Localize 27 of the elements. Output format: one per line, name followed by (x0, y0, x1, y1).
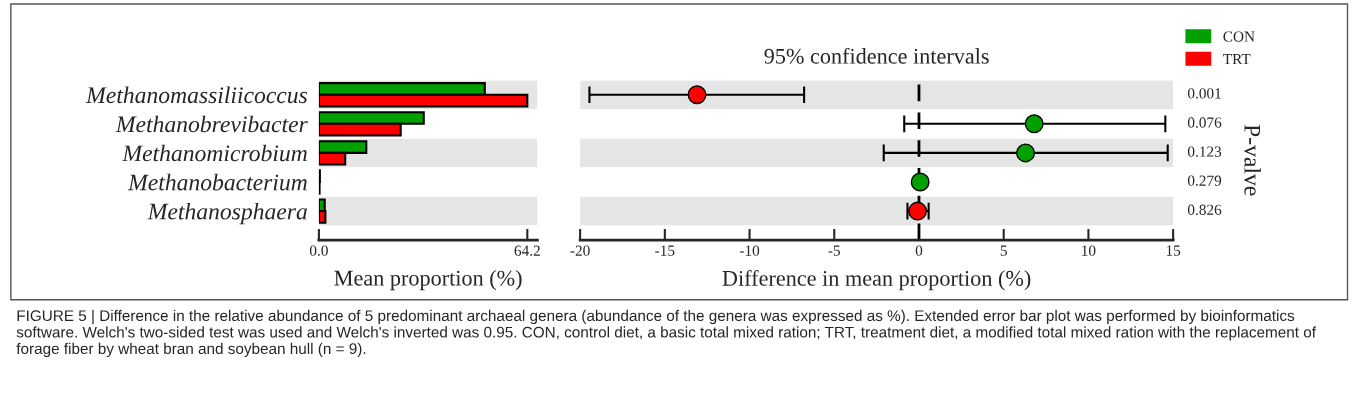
x-tick-label: -5 (828, 245, 841, 256)
x-tick-label: 0.0 (309, 245, 328, 256)
text: 0.826 (1187, 204, 1222, 215)
x-tick-label: 5 (1000, 245, 1007, 256)
legend-label: CON (1223, 31, 1255, 42)
x-axis-title: Difference in mean proportion (%) (722, 269, 1031, 291)
x-tick-label: 64.2 (514, 245, 540, 256)
x-tick-label: -20 (570, 245, 590, 256)
legend-label: TRT (1223, 54, 1251, 65)
y-tick-label: Methanosphaera (147, 202, 307, 225)
text: 0.279 (1187, 175, 1222, 186)
y-tick-label: Methanomicrobium (122, 144, 307, 162)
y2-axis-title: P-valve (1244, 124, 1261, 196)
x-tick-label: 15 (1166, 245, 1181, 256)
x-tick-label: 10 (1082, 245, 1096, 256)
text: 0.123 (1187, 146, 1222, 157)
y-tick-label: Methanobrevibacter (115, 115, 308, 133)
y-tick-label: Methanobacterium (127, 173, 307, 191)
text: 0.001 (1187, 88, 1221, 99)
x-tick-label: 0 (915, 245, 923, 256)
text: 0.076 (1187, 117, 1222, 128)
caption: FIGURE 5 | Difference in the relative abundance of 5 predominant archaeal genera (abundance of the genera was expressed as %). Extended error bar plot was performed by bioinformatics software. Welch's two-sided test was used and Welch's inverted was 0.95. CON, control diet, a basic total mixed ration; TRT, treatment diet, a modified total mixed ration with the replacement of forage fiber by wheat bran and soybean hull (n = 9). (16, 309, 1317, 358)
x-tick-label: -10 (739, 245, 760, 256)
y-tick-label: Methanomassiliicoccus (85, 86, 308, 104)
x-axis-title: Mean proportion (%) (334, 269, 522, 291)
x-tick-label: -15 (655, 245, 675, 256)
chart-title: 95% confidence intervals (764, 47, 989, 64)
